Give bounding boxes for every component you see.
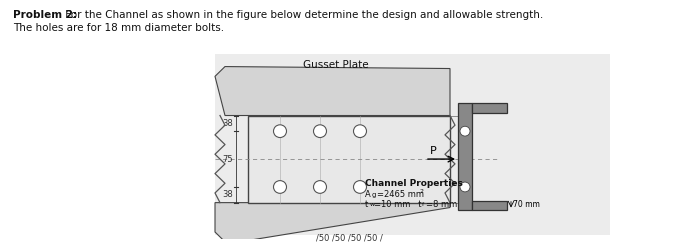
Circle shape	[274, 125, 286, 138]
Circle shape	[314, 125, 326, 138]
Text: 2: 2	[420, 189, 424, 194]
Text: =8 mm: =8 mm	[426, 200, 457, 209]
Text: Gusset Plate: Gusset Plate	[303, 60, 369, 70]
Bar	[248, 115, 450, 203]
Text: 38: 38	[223, 190, 233, 199]
Bar	[215, 54, 610, 235]
Text: 75: 75	[223, 154, 233, 163]
Text: P: P	[430, 146, 437, 156]
Circle shape	[274, 181, 286, 193]
Circle shape	[460, 126, 470, 136]
Circle shape	[354, 125, 367, 138]
Text: 70 mm: 70 mm	[513, 200, 540, 209]
Text: Channel Properties: Channel Properties	[365, 179, 463, 188]
Bar	[472, 201, 507, 211]
Polygon shape	[215, 67, 450, 115]
Text: g: g	[372, 192, 376, 198]
Text: f: f	[422, 202, 424, 207]
Text: =2465 mm: =2465 mm	[377, 190, 424, 199]
Bar	[472, 103, 507, 112]
Circle shape	[460, 182, 470, 192]
Text: Problem 2:: Problem 2:	[13, 10, 77, 20]
Circle shape	[314, 181, 326, 193]
Bar	[458, 103, 472, 211]
Polygon shape	[215, 203, 450, 242]
Text: w: w	[370, 202, 374, 207]
Text: For the Channel as shown in the figure below determine the design and allowable : For the Channel as shown in the figure b…	[62, 10, 543, 20]
Text: =10 mm   t: =10 mm t	[374, 200, 421, 209]
Text: /50 /50 /50 /50 /: /50 /50 /50 /50 /	[316, 234, 382, 243]
Text: 38: 38	[223, 119, 233, 128]
Circle shape	[354, 181, 367, 193]
Text: A: A	[365, 190, 371, 199]
Text: The holes are for 18 mm diameter bolts.: The holes are for 18 mm diameter bolts.	[13, 22, 224, 32]
Text: t: t	[365, 200, 368, 209]
